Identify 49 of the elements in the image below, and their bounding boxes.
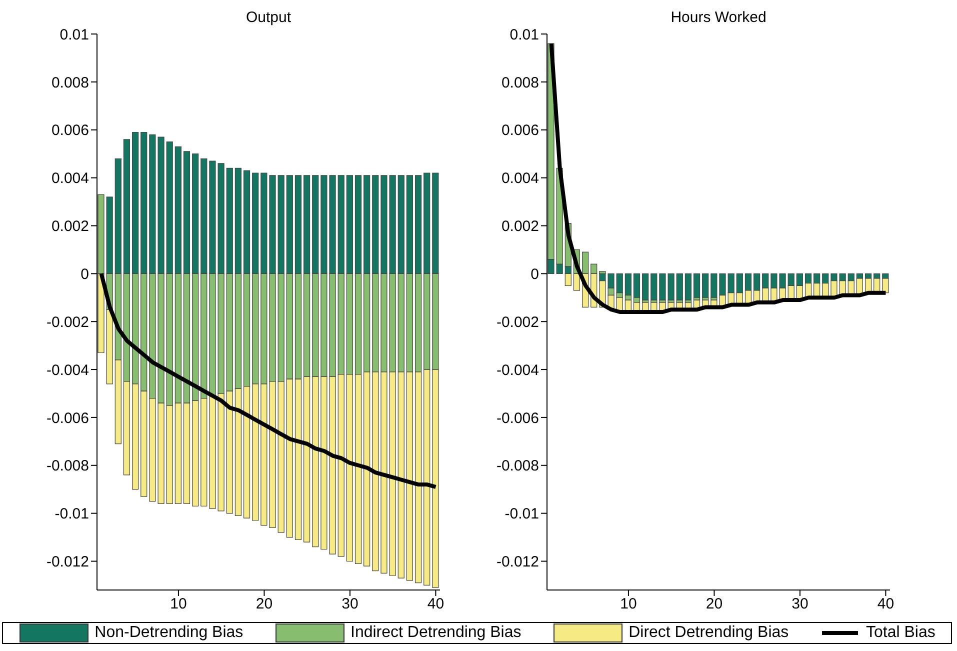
y-tick-label: -0.012 [46, 554, 89, 571]
x-tick-label: 30 [342, 596, 358, 613]
y-tick-label: -0.008 [496, 458, 539, 475]
y-tick-label: -0.01 [54, 506, 89, 523]
bar [616, 273, 623, 294]
bar [624, 273, 632, 296]
y-tick-label: 0.002 [51, 218, 89, 236]
x-tick-label: 10 [620, 596, 637, 613]
bar [693, 273, 700, 298]
x-tick-label: 20 [256, 596, 273, 613]
bar [684, 273, 692, 300]
y-tick-label: -0.002 [496, 314, 539, 331]
legend-label: Non-Detrending Bias [94, 624, 244, 642]
y-tick-label: 0.004 [51, 170, 89, 188]
y-tick-label: -0.004 [496, 362, 539, 379]
y-tick-label: -0.012 [496, 554, 539, 571]
legend-label: Indirect Detrending Bias [350, 624, 522, 642]
y-tick-label: 0.008 [501, 74, 539, 92]
y-tick-label: -0.004 [46, 362, 89, 379]
line-series [549, 42, 888, 314]
chart-title: Output [244, 8, 292, 28]
y-tick-label: 0.004 [501, 170, 539, 188]
bar [642, 273, 649, 300]
y-tick-label: -0.006 [46, 410, 89, 427]
y-tick-label: -0.002 [46, 314, 89, 331]
bar [633, 273, 640, 298]
chart-title: Hours Worked [670, 8, 768, 28]
bar [702, 273, 709, 298]
y-tick-label: 0.01 [510, 26, 539, 44]
bar [676, 273, 683, 300]
y-tick-label: -0.008 [46, 458, 89, 475]
y-tick-label: 0.002 [501, 218, 539, 236]
y-tick-label: 0.006 [51, 122, 89, 140]
y-tick-label: 0.006 [501, 122, 539, 140]
y-tick-label: 0.008 [51, 74, 89, 92]
bar [650, 273, 658, 300]
legend-label: Direct Detrending Bias [628, 624, 789, 642]
line-series [99, 272, 438, 489]
y-tick-label: 0 [80, 266, 89, 283]
legend-label: Total Bias [866, 624, 936, 642]
x-tick-label: 40 [877, 596, 894, 613]
x-tick-label: 30 [792, 596, 808, 613]
x-tick-label: 10 [170, 596, 187, 613]
y-tick-label: 0 [530, 266, 539, 283]
y-tick-label: -0.01 [504, 506, 539, 523]
y-tick-label: -0.006 [496, 410, 539, 427]
x-tick-label: 40 [427, 596, 444, 613]
x-tick-label: 20 [706, 596, 723, 613]
y-tick-label: 0.01 [60, 26, 89, 44]
